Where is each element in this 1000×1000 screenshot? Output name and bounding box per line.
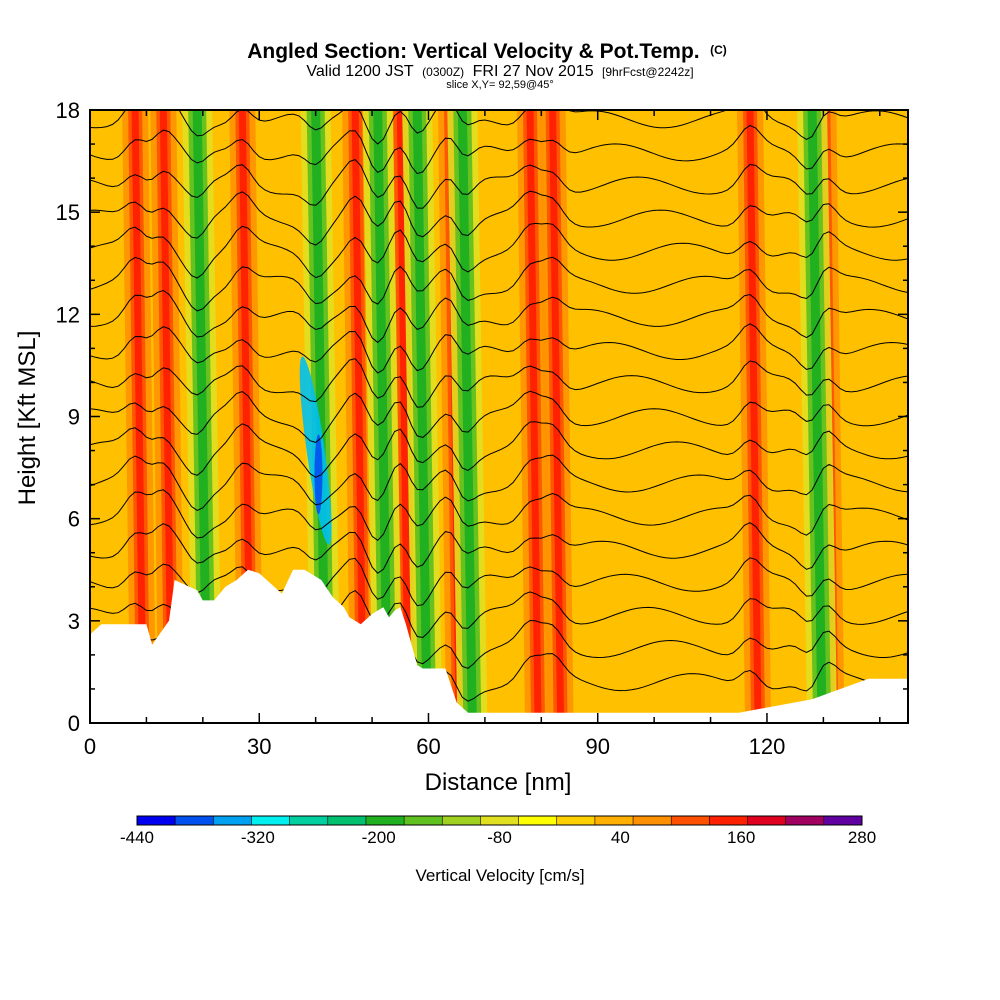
y-axis: 0 3 6 9 12 15 18 [56, 98, 908, 736]
colorbar-swatch [823, 816, 863, 825]
colorbar-swatch [709, 816, 749, 825]
theta-contour-42 [90, 159, 908, 209]
colorbar-tick-label: 40 [611, 828, 630, 847]
theta-contour-20 [90, 522, 908, 574]
slice-info: slice X,Y= 92,59@45° [446, 79, 554, 91]
colorbar-swatch [404, 816, 443, 825]
velocity-bands [122, 110, 845, 723]
utc-time: (0300Z) [422, 65, 464, 79]
colorbar-swatch [671, 816, 710, 825]
x-tick-label: 60 [416, 734, 440, 759]
updraft-band-2 [238, 110, 254, 723]
colorbar-swatch [137, 816, 176, 825]
downdraft-band-3 [412, 110, 432, 723]
plot-area [89, 109, 909, 724]
theta-contour-38 [90, 222, 908, 279]
colorbar-swatch [251, 816, 291, 825]
theta-contour-36 [90, 256, 908, 312]
colorbar-swatch [327, 816, 367, 825]
colorbar-tick-label: -80 [487, 828, 512, 847]
y-axis-label: Height [Kft MSL] [14, 331, 41, 506]
y-tick-label: 12 [56, 302, 80, 327]
colorbar-tick-label: 280 [848, 828, 876, 847]
colorbar-tick-label: -200 [362, 828, 396, 847]
colorbar-swatch [633, 816, 672, 825]
theta-contour-26 [90, 421, 908, 478]
y-tick-label: 9 [68, 405, 80, 430]
colorbar-tick-label: -440 [120, 828, 154, 847]
y-tick-label: 3 [68, 609, 80, 634]
theta-contour-18 [90, 557, 908, 607]
colorbar-swatch [442, 816, 481, 825]
valid-date: FRI 27 Nov 2015 [473, 63, 594, 80]
x-tick-label: 120 [749, 734, 786, 759]
x-tick-label: 30 [247, 734, 271, 759]
y-tick-label: 0 [68, 711, 80, 736]
x-axis-label: Distance [nm] [425, 769, 572, 796]
title-mark: (C) [710, 43, 727, 57]
colorbar-swatch [747, 816, 787, 825]
colorbar-tick-label: -320 [241, 828, 275, 847]
colorbar-swatch [365, 816, 405, 825]
colorbar [136, 815, 863, 826]
colorbar-swatch [480, 816, 520, 825]
downdraft-band-1 [311, 110, 331, 723]
chart-subtitle: Valid 1200 JST (0300Z) FRI 27 Nov 2015 [… [306, 63, 693, 80]
y-tick-label: 15 [56, 200, 80, 225]
colorbar-swatch [594, 816, 634, 825]
updraft-band-8 [746, 110, 762, 723]
colorbar-tick-labels: -440 -320 -200 -80 40 160 280 [120, 828, 876, 847]
y-tick-label: 6 [68, 507, 80, 532]
updraft-band-4 [396, 110, 412, 723]
colorbar-label: Vertical Velocity [cm/s] [415, 866, 584, 885]
colorbar-swatch [213, 816, 252, 825]
theta-contour-30 [90, 358, 908, 408]
title-main: Angled Section: Vertical Velocity & Pot.… [247, 40, 699, 63]
terrain-profile [90, 569, 908, 723]
colorbar-swatch [785, 816, 825, 825]
valid-time: Valid 1200 JST [306, 63, 414, 80]
updraft-band-1 [159, 110, 175, 723]
downdraft-band-4 [457, 110, 477, 723]
theta-contour-44 [90, 124, 908, 175]
theta-contour-22 [90, 489, 908, 541]
colorbar-swatch [518, 816, 558, 825]
colorbar-swatch [289, 816, 329, 825]
x-tick-label: 0 [84, 734, 96, 759]
downdraft-core-inner [314, 434, 323, 515]
x-tick-label: 90 [585, 734, 609, 759]
forecast-info: [9hrFcst@2242z] [602, 65, 694, 79]
y-tick-label: 18 [56, 98, 80, 123]
updraft-band-7 [549, 110, 565, 723]
downdraft-band-5 [807, 110, 827, 723]
theta-contour-32 [90, 323, 908, 374]
downdraft-band-0 [192, 110, 212, 723]
colorbar-swatch [556, 816, 596, 825]
theta-contour-34 [90, 289, 908, 344]
theta-contour-46 [90, 110, 908, 145]
theta-contour-24 [90, 454, 908, 511]
colorbar-swatch [175, 816, 214, 825]
theta-contours [90, 110, 908, 710]
x-axis: 0 30 60 90 120 [84, 110, 881, 759]
chart-title: Angled Section: Vertical Velocity & Pot.… [247, 40, 727, 63]
theta-contour-28 [90, 390, 908, 443]
colorbar-tick-label: 160 [727, 828, 755, 847]
theta-contour-40 [90, 190, 908, 246]
updraft-band-0 [131, 110, 147, 723]
